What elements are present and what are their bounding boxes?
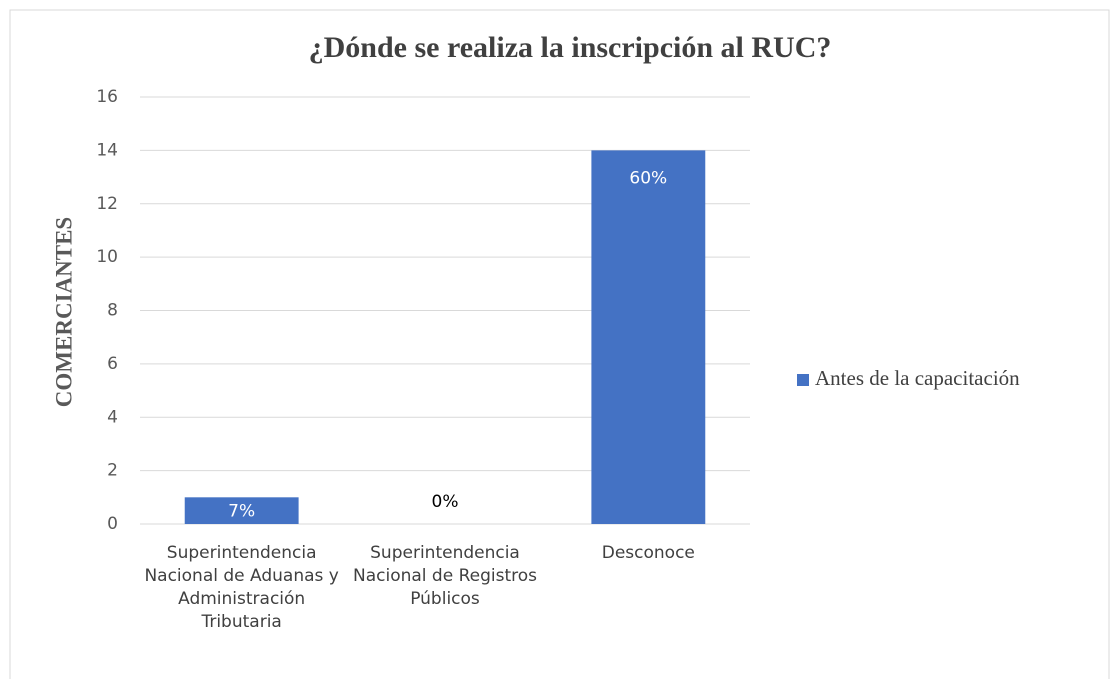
data-label: 7% bbox=[228, 502, 255, 522]
legend-swatch bbox=[797, 374, 809, 386]
x-tick-label: Superintendencia Nacional de Aduanas y A… bbox=[144, 543, 339, 632]
data-label: 0% bbox=[432, 492, 459, 512]
bar bbox=[591, 150, 706, 524]
y-tick-label: 4 bbox=[107, 407, 118, 427]
y-tick-label: 8 bbox=[107, 301, 118, 321]
y-tick-label: 10 bbox=[96, 247, 118, 267]
chart-border bbox=[9, 9, 1110, 679]
data-label: 60% bbox=[629, 168, 667, 188]
y-tick-label: 6 bbox=[107, 354, 118, 374]
bar bbox=[184, 497, 299, 524]
y-tick-label: 16 bbox=[96, 87, 118, 107]
y-tick-label: 0 bbox=[107, 514, 118, 534]
chart-title: ¿Dónde se realiza la inscripción al RUC? bbox=[309, 31, 832, 64]
y-tick-label: 2 bbox=[107, 461, 118, 481]
legend-label: Antes de la capacitación bbox=[815, 366, 1020, 390]
x-tick-label: Desconoce bbox=[601, 543, 695, 563]
y-tick-label: 14 bbox=[96, 140, 118, 160]
x-tick-label: Superintendencia Nacional de Registros P… bbox=[353, 543, 537, 609]
y-tick-label: 12 bbox=[96, 194, 118, 214]
y-axis-label: COMERCIANTES bbox=[51, 217, 76, 407]
